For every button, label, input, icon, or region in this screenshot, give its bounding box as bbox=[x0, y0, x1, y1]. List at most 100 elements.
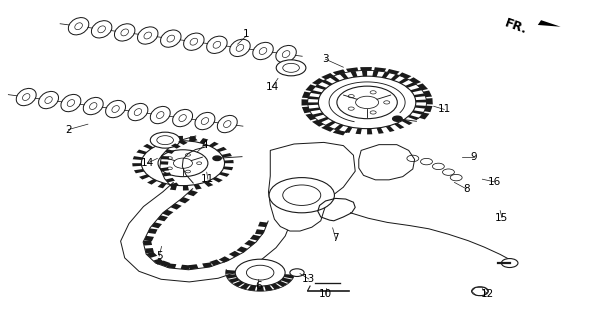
Polygon shape bbox=[169, 183, 179, 187]
Polygon shape bbox=[410, 88, 422, 92]
Polygon shape bbox=[153, 140, 162, 145]
Circle shape bbox=[432, 163, 444, 170]
Polygon shape bbox=[321, 80, 333, 85]
Polygon shape bbox=[216, 147, 227, 152]
Polygon shape bbox=[374, 67, 386, 72]
Circle shape bbox=[421, 158, 432, 165]
Text: 3: 3 bbox=[322, 54, 329, 64]
Polygon shape bbox=[359, 145, 415, 180]
Polygon shape bbox=[189, 136, 196, 141]
Polygon shape bbox=[183, 186, 189, 190]
Circle shape bbox=[141, 141, 225, 186]
Polygon shape bbox=[407, 115, 419, 120]
Circle shape bbox=[276, 60, 306, 76]
Polygon shape bbox=[208, 142, 219, 148]
Circle shape bbox=[407, 155, 419, 162]
Ellipse shape bbox=[207, 37, 226, 52]
Polygon shape bbox=[267, 276, 287, 287]
Polygon shape bbox=[405, 82, 416, 88]
Polygon shape bbox=[399, 78, 409, 84]
Circle shape bbox=[318, 76, 416, 129]
Polygon shape bbox=[367, 129, 372, 134]
Text: 14: 14 bbox=[266, 82, 279, 92]
Polygon shape bbox=[202, 262, 213, 268]
Polygon shape bbox=[255, 229, 264, 235]
Polygon shape bbox=[162, 172, 171, 176]
Circle shape bbox=[290, 269, 304, 276]
Polygon shape bbox=[134, 169, 144, 173]
Polygon shape bbox=[210, 260, 221, 266]
Polygon shape bbox=[144, 236, 154, 241]
Polygon shape bbox=[417, 84, 428, 90]
Ellipse shape bbox=[115, 25, 134, 40]
Polygon shape bbox=[212, 177, 223, 182]
Polygon shape bbox=[157, 215, 168, 221]
Polygon shape bbox=[325, 121, 336, 127]
Polygon shape bbox=[268, 142, 355, 231]
Text: 7: 7 bbox=[332, 233, 339, 244]
Polygon shape bbox=[262, 277, 273, 291]
Polygon shape bbox=[362, 70, 367, 76]
Polygon shape bbox=[382, 72, 390, 78]
Polygon shape bbox=[264, 277, 281, 290]
Polygon shape bbox=[219, 172, 229, 177]
Polygon shape bbox=[423, 91, 432, 97]
Polygon shape bbox=[308, 70, 426, 132]
Ellipse shape bbox=[84, 99, 103, 113]
Polygon shape bbox=[132, 156, 143, 160]
Circle shape bbox=[213, 156, 221, 161]
Circle shape bbox=[443, 169, 454, 175]
Polygon shape bbox=[321, 125, 334, 132]
Polygon shape bbox=[226, 273, 251, 279]
Ellipse shape bbox=[276, 47, 296, 61]
Text: FR.: FR. bbox=[503, 16, 529, 36]
Polygon shape bbox=[538, 20, 561, 27]
Polygon shape bbox=[412, 110, 424, 115]
Polygon shape bbox=[181, 265, 191, 270]
Polygon shape bbox=[309, 108, 320, 111]
Polygon shape bbox=[318, 198, 355, 221]
Text: 12: 12 bbox=[481, 289, 494, 299]
Polygon shape bbox=[387, 69, 400, 75]
Polygon shape bbox=[258, 222, 267, 227]
Polygon shape bbox=[315, 84, 327, 90]
Polygon shape bbox=[178, 140, 188, 145]
Polygon shape bbox=[239, 277, 256, 290]
Polygon shape bbox=[137, 149, 147, 154]
Ellipse shape bbox=[230, 41, 249, 55]
Polygon shape bbox=[312, 78, 324, 85]
Text: 13: 13 bbox=[302, 274, 315, 284]
Polygon shape bbox=[257, 278, 264, 291]
Circle shape bbox=[501, 259, 518, 268]
Polygon shape bbox=[350, 71, 358, 77]
Polygon shape bbox=[151, 222, 162, 228]
Polygon shape bbox=[414, 93, 425, 97]
Ellipse shape bbox=[128, 105, 147, 119]
Polygon shape bbox=[244, 240, 255, 246]
Polygon shape bbox=[171, 143, 181, 149]
Text: 5: 5 bbox=[156, 251, 163, 261]
Ellipse shape bbox=[218, 117, 236, 132]
Polygon shape bbox=[419, 113, 429, 119]
Ellipse shape bbox=[69, 19, 88, 34]
Polygon shape bbox=[270, 273, 295, 279]
Polygon shape bbox=[143, 240, 152, 245]
Polygon shape bbox=[236, 246, 248, 253]
Circle shape bbox=[269, 178, 334, 213]
Ellipse shape bbox=[92, 22, 111, 37]
Polygon shape bbox=[333, 69, 346, 75]
Polygon shape bbox=[148, 228, 157, 234]
Polygon shape bbox=[189, 136, 198, 142]
Polygon shape bbox=[416, 100, 426, 102]
Text: 15: 15 bbox=[495, 212, 508, 223]
Ellipse shape bbox=[151, 108, 169, 123]
Text: 11: 11 bbox=[201, 174, 214, 184]
Polygon shape bbox=[166, 263, 176, 268]
Text: 1: 1 bbox=[243, 28, 250, 39]
Ellipse shape bbox=[254, 44, 273, 58]
Polygon shape bbox=[334, 124, 344, 131]
Text: 10: 10 bbox=[319, 289, 332, 300]
Polygon shape bbox=[372, 71, 379, 77]
Polygon shape bbox=[355, 128, 362, 134]
Polygon shape bbox=[424, 106, 432, 112]
